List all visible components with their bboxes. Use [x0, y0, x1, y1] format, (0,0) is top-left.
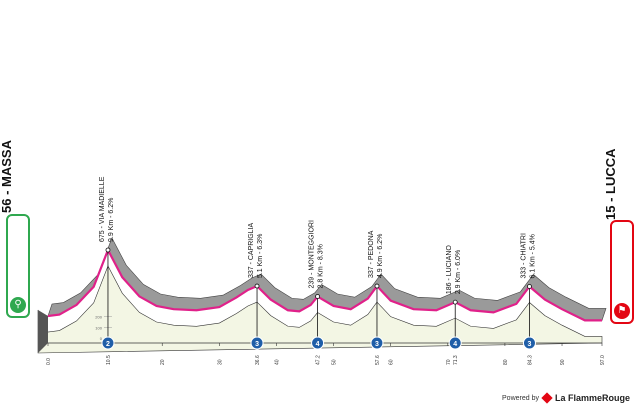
distance-tick-label: 40 [274, 359, 280, 365]
climb-name-label: 337 - PEDONA [368, 230, 375, 278]
climb-category-badge [250, 336, 264, 350]
climb-category-label: 3 [375, 341, 379, 348]
distance-tick-label: 57.6 [375, 355, 381, 365]
distance-tick-label: 80 [503, 359, 509, 365]
climb-summit-dot [452, 299, 458, 305]
distance-tick-label: 71.3 [453, 355, 459, 365]
climb-category-label: 3 [255, 341, 259, 348]
climb-category-badge [311, 336, 325, 350]
elevation-tick-label: 0 [100, 336, 103, 341]
start-label: 56 - MASSA [0, 140, 14, 214]
distance-tick-label: 0.0 [46, 358, 52, 365]
distance-tick-label: 47.2 [316, 355, 322, 365]
climb-summit-dot [254, 283, 260, 289]
climb-detail-label: 2.9 Km - 6.0% [455, 250, 462, 294]
climb-detail-label: 4.9 Km - 6.2% [377, 234, 384, 278]
climb-summit-dot [374, 283, 380, 289]
distance-tick-label: 50 [332, 359, 338, 365]
climb-category-badge [522, 336, 536, 350]
road-line [47, 247, 602, 322]
climb-category-label: 4 [316, 341, 320, 348]
profile-side-face [38, 310, 48, 353]
climb-summit-dot [527, 284, 532, 289]
distance-tick-label: 70 [446, 359, 452, 365]
climb-category-label: 2 [106, 341, 110, 348]
climb-detail-label: 2.8 Km - 8.3% [318, 244, 325, 288]
finish-flag-icon: ⚑ [614, 303, 630, 319]
elevation-tick-label: 200 [95, 315, 102, 320]
climb-name-label: 675 - VIA MADIELLE [99, 176, 106, 242]
climb-category-badge [448, 336, 462, 350]
climb-name-label: 337 - CAPRIGLIA [248, 222, 255, 278]
cyclist-icon: ⚲ [10, 297, 26, 313]
climb-category-label: 4 [453, 341, 457, 348]
distance-tick-label: 97.0 [600, 355, 606, 365]
finish-sign: 15 - LUCCA ⚑ [603, 149, 634, 324]
start-sign: 56 - MASSA ⚲ [0, 140, 30, 318]
distance-tick-label: 20 [160, 359, 166, 365]
elevation-tick-label: 100 [95, 325, 102, 330]
flame-logo-icon [541, 392, 553, 404]
distance-tick-label: 30 [217, 359, 223, 365]
climb-detail-label: 6.1 Km - 5.4% [529, 234, 536, 278]
climb-name-label: 239 - MONTEGGIORI [309, 220, 316, 289]
profile-base-area [37, 265, 603, 354]
climb-category-badge [101, 336, 115, 350]
climb-summit-dot [105, 247, 111, 253]
climb-summit-dot [315, 294, 320, 299]
climb-name-label: 186 - LUCIANO [446, 245, 453, 295]
finish-label: 15 - LUCCA [603, 148, 618, 221]
distance-tick-label: 60 [389, 359, 395, 365]
climb-detail-label: 5.1 Km - 6.3% [257, 234, 264, 278]
climb-detail-label: 9.9 Km - 6.2% [108, 198, 115, 242]
brand-name: La FlammeRouge [554, 393, 630, 403]
distance-tick-label: 90 [560, 359, 566, 365]
climb-category-badge [370, 336, 384, 350]
distance-tick-label: 36.6 [255, 355, 261, 365]
distance-tick-label: 10.5 [106, 355, 112, 365]
climb-name-label: 333 - CHIATRI [520, 233, 527, 278]
climb-category-label: 3 [528, 341, 532, 348]
distance-tick-label: 84.3 [527, 355, 533, 365]
powered-by-text: Powered by [502, 394, 539, 402]
footer: Powered by La FlammeRouge [502, 392, 630, 404]
